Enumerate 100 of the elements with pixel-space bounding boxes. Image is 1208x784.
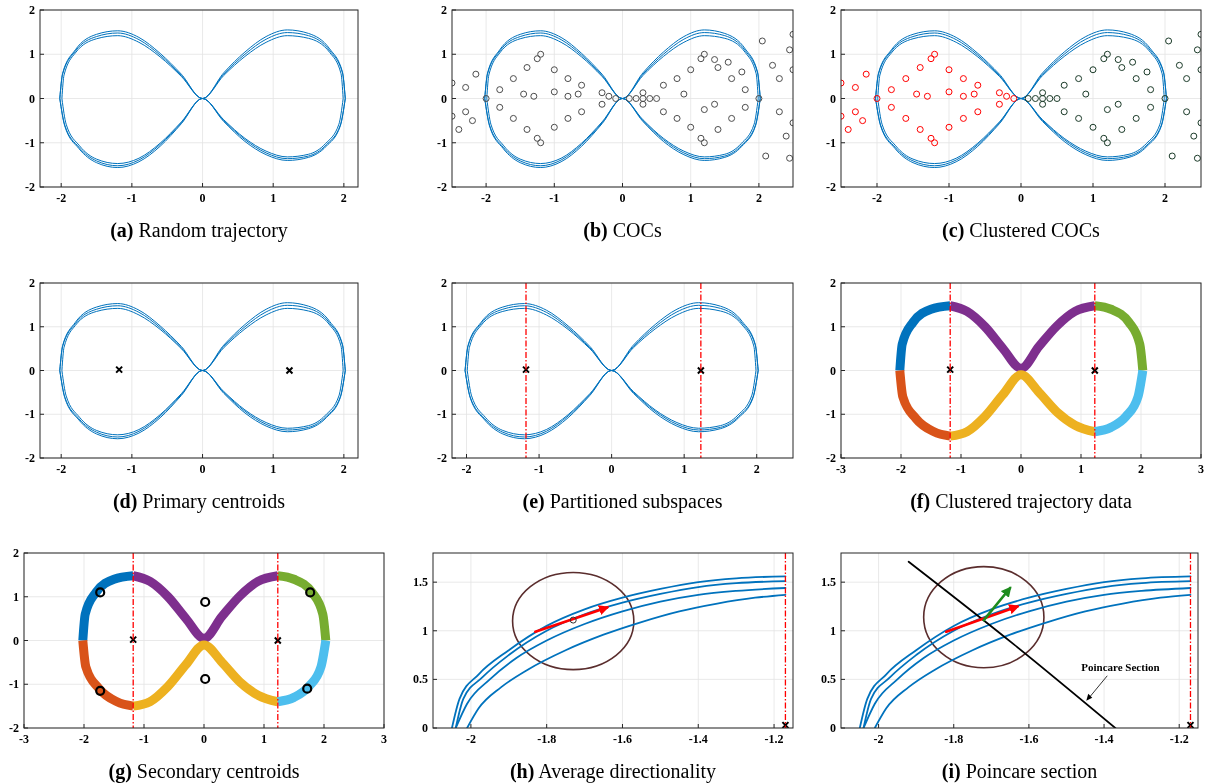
x-tick-label: 1: [1078, 462, 1084, 476]
x-tick-label: 0: [201, 732, 207, 746]
x-tick-label: 0: [1018, 191, 1024, 205]
y-tick-label: 0: [441, 91, 447, 106]
x-tick-label: -2: [873, 732, 884, 746]
x-tick-label: -2: [872, 191, 882, 205]
x-tick-label: -2: [79, 732, 89, 746]
y-tick-label: 1: [422, 623, 428, 638]
x-tick-label: -1: [944, 191, 954, 205]
y-tick-label: -2: [826, 451, 836, 465]
x-tick-label: 3: [1198, 462, 1204, 476]
text: (d) Primary centroids: [112, 490, 286, 513]
y-tick-label: 0: [29, 363, 35, 378]
x-tick-label: -2: [896, 462, 906, 476]
y-tick-label: -2: [25, 451, 35, 465]
y-tick-label: 1: [441, 47, 447, 62]
text: (i) Poincare section: [941, 760, 1098, 783]
y-tick-label: -1: [437, 135, 447, 150]
x-tick-label: -1.6: [1019, 732, 1039, 746]
y-tick-label: 2: [13, 546, 19, 560]
y-tick-label: 1: [29, 47, 35, 62]
x-tick-label: -1: [534, 462, 545, 476]
x-tick-label: -1.2: [1169, 732, 1189, 746]
x-tick-label: -1: [126, 191, 137, 205]
x-tick-label: -2: [461, 462, 472, 476]
x-tick-label: -1.2: [764, 732, 784, 746]
x-tick-label: 2: [753, 462, 760, 476]
y-tick-label: 0: [13, 633, 19, 648]
x-tick-label: 1: [687, 191, 694, 205]
y-tick-label: -2: [9, 721, 19, 735]
x-tick-label: 2: [340, 462, 347, 476]
y-tick-label: 1: [441, 319, 447, 334]
y-tick-label: 1: [830, 47, 836, 62]
x-tick-label: 2: [1138, 462, 1144, 476]
x-tick-label: -3: [836, 462, 846, 476]
x-tick-label: -1.4: [1094, 732, 1114, 746]
y-tick-label: 0.5: [821, 672, 836, 687]
x-tick-label: 1: [681, 462, 688, 476]
text: (e) Partitioned subspaces: [522, 490, 723, 513]
y-tick-label: -2: [826, 180, 836, 194]
y-tick-label: 1: [13, 589, 19, 604]
y-tick-label: 2: [29, 3, 35, 17]
y-tick-label: -1: [25, 407, 35, 422]
x-tick-label: -2: [56, 462, 67, 476]
y-tick-label: -2: [437, 451, 447, 465]
x-tick-label: -2: [481, 191, 492, 205]
x-tick-label: -1.8: [944, 732, 964, 746]
x-tick-label: 2: [755, 191, 762, 205]
y-tick-label: 0: [830, 91, 836, 106]
y-tick-label: 2: [441, 3, 447, 17]
x-tick-label: -2: [465, 732, 476, 746]
y-tick-label: -1: [9, 677, 19, 692]
y-tick-label: 0: [830, 363, 836, 378]
y-tick-label: 0.5: [413, 672, 428, 687]
y-tick-label: 1: [830, 623, 836, 638]
text: (g) Secondary centroids: [108, 760, 300, 783]
x-tick-label: 3: [381, 732, 387, 746]
y-tick-label: 1.5: [821, 575, 836, 590]
y-tick-label: 2: [441, 276, 447, 290]
x-tick-label: 1: [261, 732, 267, 746]
x-tick-label: 2: [321, 732, 327, 746]
x-tick-label: -1: [956, 462, 966, 476]
x-tick-label: -1.8: [537, 732, 557, 746]
annotation: Poincare Section: [1081, 660, 1160, 673]
x-tick-label: 1: [270, 462, 277, 476]
x-tick-label: -2: [56, 191, 67, 205]
x-tick-label: 0: [608, 462, 615, 476]
y-tick-label: 0: [29, 91, 35, 106]
x-tick-label: -1: [549, 191, 560, 205]
y-tick-label: 1: [29, 319, 35, 334]
y-tick-label: 2: [830, 276, 836, 290]
text: (b) COCs: [583, 219, 662, 242]
x-tick-label: 0: [199, 191, 206, 205]
y-tick-label: 2: [830, 3, 836, 17]
y-tick-label: 1: [830, 319, 836, 334]
x-tick-label: 0: [1018, 462, 1024, 476]
y-tick-label: 0: [830, 721, 836, 735]
y-tick-label: 2: [29, 276, 35, 290]
x-tick-label: 2: [1162, 191, 1168, 205]
y-tick-label: -1: [25, 135, 35, 150]
y-tick-label: -2: [25, 180, 35, 194]
y-tick-label: -1: [826, 407, 836, 422]
x-tick-label: 1: [1090, 191, 1096, 205]
y-tick-label: -1: [826, 135, 836, 150]
y-tick-label: 0: [441, 363, 447, 378]
text: (c) Clustered COCs: [942, 219, 1101, 242]
text: (h) Average directionality: [509, 760, 717, 783]
text: (f) Clustered trajectory data: [910, 490, 1132, 513]
x-tick-label: -1: [139, 732, 149, 746]
text: (a) Random trajectory: [110, 219, 288, 242]
x-tick-label: -1.6: [612, 732, 632, 746]
x-tick-label: 1: [270, 191, 277, 205]
y-tick-label: 0: [422, 721, 428, 735]
x-tick-label: -1.4: [688, 732, 708, 746]
x-tick-label: -3: [19, 732, 29, 746]
x-tick-label: 2: [340, 191, 347, 205]
y-tick-label: -2: [437, 180, 447, 194]
x-tick-label: -1: [126, 462, 137, 476]
y-tick-label: -1: [437, 407, 447, 422]
x-tick-label: 0: [199, 462, 206, 476]
